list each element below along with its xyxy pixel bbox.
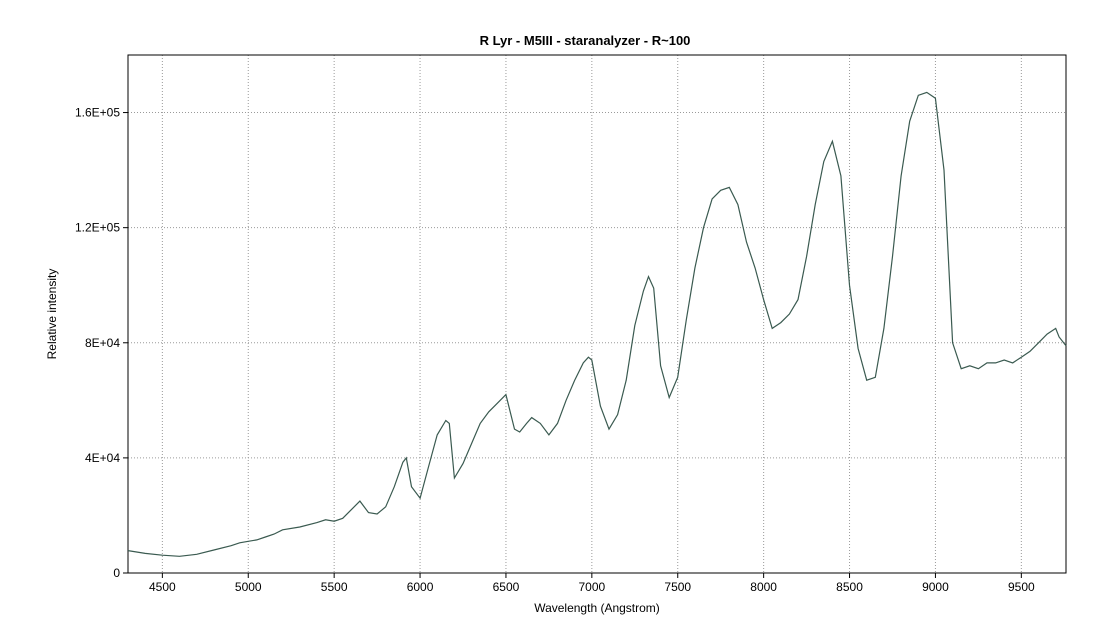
x-tick-label: 9500	[1008, 580, 1035, 594]
x-tick-label: 4500	[149, 580, 176, 594]
y-axis: 0 4E+04 8E+04 1.2E+05 1.6E+05	[75, 106, 128, 580]
y-tick-label: 0	[113, 566, 120, 580]
y-tick-label: 4E+04	[85, 451, 120, 465]
spectrum-line	[127, 91, 1067, 557]
x-tick-label: 9000	[922, 580, 949, 594]
x-tick-label: 6500	[493, 580, 520, 594]
x-axis-label: Wavelength (Angstrom)	[534, 601, 660, 615]
x-axis: 4500 5000 5500 6000 6500 7000 7500 8000 8500 9000…	[149, 573, 1035, 594]
grid-lines	[128, 55, 1066, 573]
x-tick-label: 8000	[750, 580, 777, 594]
x-tick-label: 5000	[235, 580, 262, 594]
x-tick-label: 7500	[664, 580, 691, 594]
y-tick-label: 8E+04	[85, 336, 120, 350]
x-tick-label: 8500	[836, 580, 863, 594]
y-tick-label: 1.6E+05	[75, 106, 120, 120]
chart-title: R Lyr - M5III - staranalyzer - R~100	[480, 33, 691, 48]
x-tick-label: 7000	[578, 580, 605, 594]
x-tick-label: 6000	[407, 580, 434, 594]
plot-area-frame	[127, 54, 1067, 574]
x-tick-label: 5500	[321, 580, 348, 594]
y-axis-label: Relative intensity	[45, 269, 59, 360]
y-tick-label: 1.2E+05	[75, 221, 120, 235]
